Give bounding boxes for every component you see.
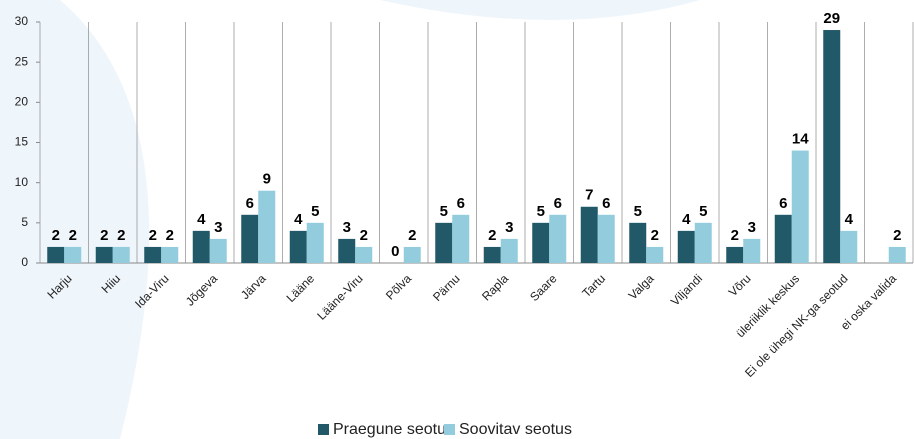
value-label: 9 (263, 171, 271, 188)
value-label: 5 (537, 203, 545, 220)
legend-swatch (318, 424, 329, 435)
bar (435, 222, 453, 263)
value-label: 4 (294, 211, 303, 228)
x-tick-label: Põlva (383, 271, 414, 302)
y-tick-label: 30 (15, 14, 29, 28)
value-label: 4 (845, 211, 854, 228)
bar (840, 230, 858, 263)
x-tick-label: Pärnu (430, 271, 463, 304)
bar (306, 222, 324, 263)
x-tick-label: Saare (527, 271, 560, 304)
x-tick-label: Ei ole ühegi NK-ga seotud (742, 271, 850, 379)
x-tick-label: Valga (626, 271, 657, 302)
bar (823, 30, 841, 264)
bar (209, 238, 227, 263)
y-tick-label: 10 (15, 175, 29, 189)
bar (161, 246, 179, 263)
bar (338, 238, 356, 263)
value-label: 3 (343, 219, 351, 236)
bar (258, 190, 276, 263)
value-label: 6 (602, 195, 610, 212)
value-label: 2 (100, 227, 108, 244)
y-tick-label: 0 (21, 255, 28, 269)
bar (95, 246, 113, 263)
value-label: 2 (488, 227, 496, 244)
legend-swatch (444, 424, 455, 435)
value-label: 5 (699, 203, 707, 220)
value-label: 6 (554, 195, 562, 212)
value-label: 14 (792, 131, 809, 148)
value-label: 2 (149, 227, 157, 244)
value-label: 2 (52, 227, 60, 244)
x-tick-label: Võru (726, 271, 754, 299)
bar (112, 246, 130, 263)
x-tick-label: Lääne (284, 271, 318, 305)
bar (629, 222, 647, 263)
bar (144, 246, 162, 263)
x-tick-label: Viljandi (668, 271, 705, 308)
bar (192, 230, 210, 263)
bar (355, 246, 373, 263)
x-tick-label: Järva (238, 271, 269, 302)
bar (47, 246, 65, 263)
value-label: 2 (651, 227, 659, 244)
bar (791, 150, 809, 263)
value-label: 5 (311, 203, 319, 220)
value-label: 2 (166, 227, 174, 244)
bar (694, 222, 712, 263)
bar (452, 214, 470, 263)
value-label: 6 (246, 195, 254, 212)
value-label: 2 (893, 227, 901, 244)
bar (241, 214, 259, 263)
x-tick-label: Rapla (479, 271, 511, 303)
value-label: 2 (408, 227, 416, 244)
value-label: 6 (779, 195, 787, 212)
background-swoosh (380, 0, 700, 20)
value-label: 0 (391, 243, 399, 260)
x-tick-label: Lääne-Viru (314, 271, 365, 322)
y-tick-label: 15 (15, 135, 29, 149)
value-label: 2 (731, 227, 739, 244)
bar (597, 214, 615, 263)
legend-label: Soovitav seotus (459, 421, 572, 438)
bar (646, 246, 664, 263)
bar (743, 238, 761, 263)
bar (888, 246, 906, 263)
y-tick-label: 5 (21, 215, 28, 229)
value-label: 3 (214, 219, 222, 236)
value-label: 3 (748, 219, 756, 236)
value-label: 3 (505, 219, 513, 236)
value-label: 4 (682, 211, 691, 228)
background-swoosh (0, 0, 150, 439)
bar (677, 230, 695, 263)
value-label: 2 (117, 227, 125, 244)
value-label: 7 (585, 187, 593, 204)
value-label: 4 (197, 211, 206, 228)
value-label: 5 (634, 203, 642, 220)
y-tick-label: 20 (15, 95, 29, 109)
bar (403, 246, 421, 263)
bar (774, 214, 792, 263)
bar (532, 222, 550, 263)
bar (483, 246, 501, 263)
bar (64, 246, 82, 263)
value-label: 6 (457, 195, 465, 212)
value-label: 29 (823, 10, 840, 27)
bar (549, 214, 567, 263)
bar (500, 238, 518, 263)
y-tick-label: 25 (15, 54, 29, 68)
bar (289, 230, 307, 263)
x-tick-label: Jõgeva (183, 271, 220, 308)
legend-label: Praegune seotus (333, 421, 454, 438)
value-label: 5 (440, 203, 448, 220)
value-label: 2 (360, 227, 368, 244)
x-tick-label: Tartu (579, 271, 608, 300)
value-label: 2 (69, 227, 77, 244)
bar (580, 206, 598, 263)
bar (726, 246, 744, 263)
